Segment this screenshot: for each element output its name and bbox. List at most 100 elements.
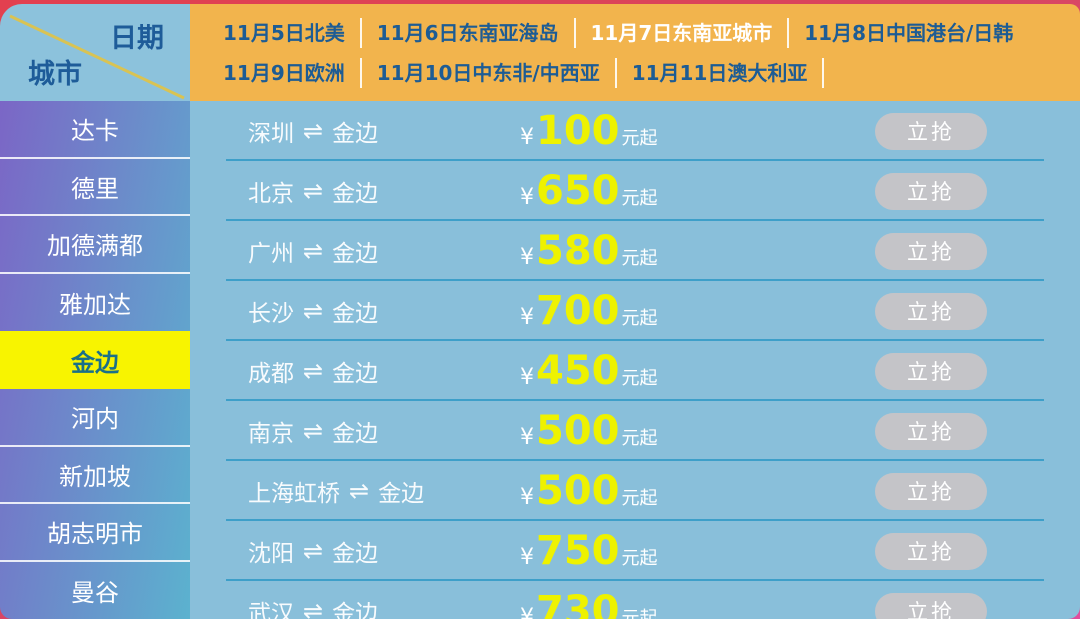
price: ¥ 700 元起 xyxy=(520,291,875,331)
currency-symbol: ¥ xyxy=(520,425,534,450)
route-to: 金边 xyxy=(332,121,379,147)
price: ¥ 100 元起 xyxy=(520,111,875,151)
route-from: 上海虹桥 xyxy=(248,481,340,507)
route: 南京 ⇌ 金边 xyxy=(190,414,520,448)
date-tab-nov5-north-america[interactable]: 11月5日北美 xyxy=(208,17,362,48)
price-amount: 450 xyxy=(536,348,620,394)
date-tab-nov9-europe[interactable]: 11月9日欧洲 xyxy=(208,57,362,88)
date-tab-nov6-sea-islands[interactable]: 11月6日东南亚海岛 xyxy=(362,17,576,48)
grab-button[interactable]: 立抢 xyxy=(875,532,987,570)
currency-symbol: ¥ xyxy=(520,605,534,619)
price: ¥ 650 元起 xyxy=(520,171,875,211)
grab-button[interactable]: 立抢 xyxy=(875,412,987,450)
sidebar-item-bangkok[interactable]: 曼谷 xyxy=(71,579,119,608)
route-from: 成都 xyxy=(248,361,294,387)
deal-row-changsha: 长沙 ⇌ 金边 ¥ 700 元起 立抢 xyxy=(190,281,1080,341)
route-to: 金边 xyxy=(332,421,379,447)
route-from: 武汉 xyxy=(248,601,294,619)
grab-button[interactable]: 立抢 xyxy=(875,112,987,150)
grab-button[interactable]: 立抢 xyxy=(875,472,987,510)
date-tab-nov10-mideast[interactable]: 11月10日中东非/中西亚 xyxy=(362,57,617,88)
price: ¥ 500 元起 xyxy=(520,411,875,451)
route-to: 金边 xyxy=(332,241,379,267)
route-to: 金边 xyxy=(332,541,379,567)
date-row-2: 11月9日欧洲 11月10日中东非/中西亚 11月11日澳大利亚 xyxy=(208,57,1080,88)
grab-button[interactable]: 立抢 xyxy=(875,352,987,390)
price-unit: 元起 xyxy=(621,428,658,449)
currency-symbol: ¥ xyxy=(520,245,534,270)
fare-table-panel: 日期 城市 11月5日北美 11月6日东南亚海岛 11月7日东南亚城市 11月8… xyxy=(0,4,1080,619)
price: ¥ 450 元起 xyxy=(520,351,875,391)
price-amount: 500 xyxy=(536,408,620,454)
route: 成都 ⇌ 金边 xyxy=(190,354,520,388)
deal-row-shenyang: 沈阳 ⇌ 金边 ¥ 750 元起 立抢 xyxy=(190,521,1080,581)
price-amount: 100 xyxy=(536,108,620,154)
deal-row-shanghai-hongqiao: 上海虹桥 ⇌ 金边 ¥ 500 元起 立抢 xyxy=(190,461,1080,521)
price: ¥ 580 元起 xyxy=(520,231,875,271)
route-from: 广州 xyxy=(248,241,294,267)
city-sidebar: 达卡 德里 加德满都 雅加达 金边 河内 新加坡 胡志明市 曼谷 xyxy=(0,101,190,619)
grab-button[interactable]: 立抢 xyxy=(875,292,987,330)
route: 长沙 ⇌ 金边 xyxy=(190,294,520,328)
corner-city-label: 城市 xyxy=(28,59,82,90)
date-header: 11月5日北美 11月6日东南亚海岛 11月7日东南亚城市 11月8日中国港台/… xyxy=(190,4,1080,101)
route: 北京 ⇌ 金边 xyxy=(190,174,520,208)
sidebar-item-singapore[interactable]: 新加坡 xyxy=(0,447,190,505)
sidebar-item-delhi[interactable]: 德里 xyxy=(0,159,190,217)
deal-row-wuhan: 武汉 ⇌ 金边 ¥ 730 元起 立抢 xyxy=(190,581,1080,619)
route-from: 长沙 xyxy=(248,301,294,327)
price-amount: 500 xyxy=(536,468,620,514)
route-from: 沈阳 xyxy=(248,541,294,567)
price: ¥ 750 元起 xyxy=(520,531,875,571)
price-unit: 元起 xyxy=(621,608,658,619)
date-tab-nov7-sea-cities[interactable]: 11月7日东南亚城市 xyxy=(576,17,790,48)
deal-row-beijing: 北京 ⇌ 金边 ¥ 650 元起 立抢 xyxy=(190,161,1080,221)
route-to: 金边 xyxy=(332,181,379,207)
deals-table: 深圳 ⇌ 金边 ¥ 100 元起 立抢 北京 ⇌ 金边 ¥ 650 元起 立抢 xyxy=(190,101,1080,619)
price-amount: 650 xyxy=(536,168,620,214)
route: 武汉 ⇌ 金边 xyxy=(190,594,520,619)
price-unit: 元起 xyxy=(621,248,658,269)
route: 沈阳 ⇌ 金边 xyxy=(190,534,520,568)
sidebar-item-dhaka[interactable]: 达卡 xyxy=(0,101,190,159)
route: 上海虹桥 ⇌ 金边 xyxy=(190,474,520,508)
sidebar-item-ho-chi-minh[interactable]: 胡志明市 xyxy=(0,504,190,562)
grab-button[interactable]: 立抢 xyxy=(875,592,987,619)
date-row-1: 11月5日北美 11月6日东南亚海岛 11月7日东南亚城市 11月8日中国港台/… xyxy=(208,17,1080,48)
price-amount: 580 xyxy=(536,228,620,274)
sidebar-item-phnom-penh[interactable]: 金边 xyxy=(0,331,190,389)
swap-arrows-icon: ⇌ xyxy=(303,237,324,265)
price-unit: 元起 xyxy=(621,368,658,389)
price-amount: 730 xyxy=(536,588,620,619)
sidebar-item-jakarta[interactable]: 雅加达 xyxy=(59,291,131,320)
sidebar-item-kathmandu[interactable]: 加德满都 xyxy=(0,216,190,274)
grab-button[interactable]: 立抢 xyxy=(875,232,987,270)
swap-arrows-icon: ⇌ xyxy=(303,297,324,325)
deal-row-nanjing: 南京 ⇌ 金边 ¥ 500 元起 立抢 xyxy=(190,401,1080,461)
swap-arrows-icon: ⇌ xyxy=(303,177,324,205)
corner-date-label: 日期 xyxy=(110,23,164,54)
route-from: 北京 xyxy=(248,181,294,207)
price-unit: 元起 xyxy=(621,188,658,209)
date-tab-nov8-hk-tw-jp-kr[interactable]: 11月8日中国港台/日韩 xyxy=(804,20,1014,45)
currency-symbol: ¥ xyxy=(520,545,534,570)
route-to: 金边 xyxy=(332,301,379,327)
route-from: 南京 xyxy=(248,421,294,447)
price-amount: 750 xyxy=(536,528,620,574)
currency-symbol: ¥ xyxy=(520,125,534,150)
deal-row-guangzhou: 广州 ⇌ 金边 ¥ 580 元起 立抢 xyxy=(190,221,1080,281)
currency-symbol: ¥ xyxy=(520,305,534,330)
route-to: 金边 xyxy=(332,601,379,619)
route-to: 金边 xyxy=(332,361,379,387)
date-tab-nov11-australia[interactable]: 11月11日澳大利亚 xyxy=(617,57,825,88)
sidebar-item-hanoi[interactable]: 河内 xyxy=(0,389,190,447)
deal-row-chengdu: 成都 ⇌ 金边 ¥ 450 元起 立抢 xyxy=(190,341,1080,401)
swap-arrows-icon: ⇌ xyxy=(303,597,324,619)
price-unit: 元起 xyxy=(621,548,658,569)
currency-symbol: ¥ xyxy=(520,485,534,510)
corner-header-cell: 日期 城市 xyxy=(0,4,190,101)
route-from: 深圳 xyxy=(248,121,294,147)
currency-symbol: ¥ xyxy=(520,365,534,390)
grab-button[interactable]: 立抢 xyxy=(875,172,987,210)
price-amount: 700 xyxy=(536,288,620,334)
